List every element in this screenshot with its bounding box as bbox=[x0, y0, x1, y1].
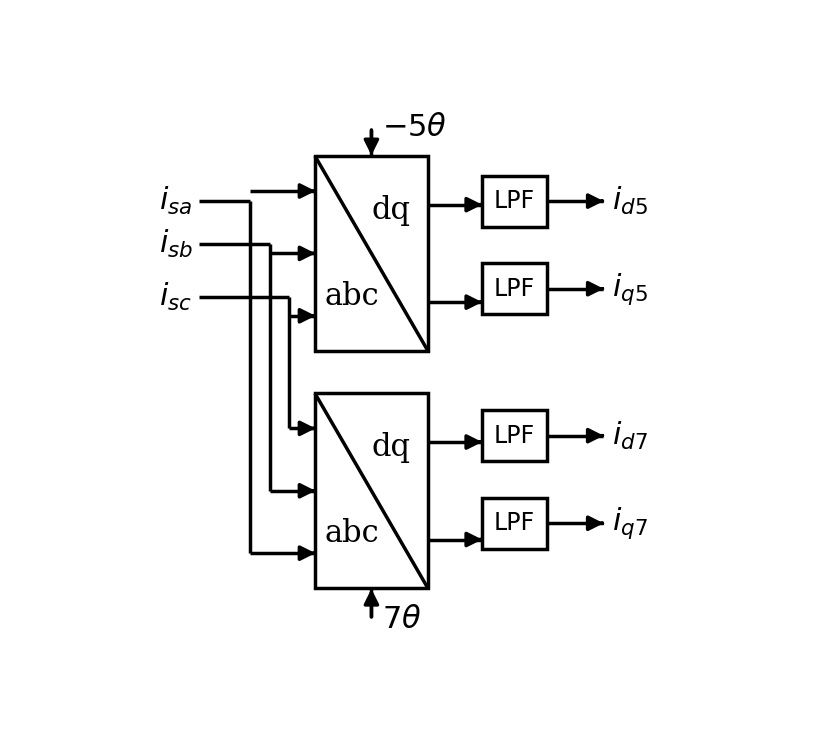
Text: dq: dq bbox=[371, 432, 410, 463]
Text: LPF: LPF bbox=[493, 189, 534, 213]
Text: $i_{q5}$: $i_{q5}$ bbox=[611, 271, 647, 307]
Bar bbox=[482, 264, 547, 314]
Bar bbox=[482, 410, 547, 461]
Text: $i_{d7}$: $i_{d7}$ bbox=[611, 420, 647, 451]
Text: LPF: LPF bbox=[493, 277, 534, 301]
Text: $i_{sc}$: $i_{sc}$ bbox=[159, 281, 193, 313]
Text: $-5\theta$: $-5\theta$ bbox=[382, 112, 447, 143]
Text: $i_{sa}$: $i_{sa}$ bbox=[159, 185, 193, 217]
Text: $i_{d5}$: $i_{d5}$ bbox=[611, 185, 647, 217]
Bar bbox=[315, 156, 428, 351]
Text: dq: dq bbox=[371, 195, 410, 226]
Bar bbox=[482, 175, 547, 227]
Bar bbox=[482, 498, 547, 549]
Bar bbox=[315, 393, 428, 588]
Text: LPF: LPF bbox=[493, 512, 534, 535]
Text: $7\theta$: $7\theta$ bbox=[382, 604, 421, 635]
Text: abc: abc bbox=[325, 281, 380, 312]
Text: $i_{sb}$: $i_{sb}$ bbox=[159, 228, 194, 260]
Text: LPF: LPF bbox=[493, 424, 534, 448]
Text: $i_{q7}$: $i_{q7}$ bbox=[611, 505, 647, 541]
Text: abc: abc bbox=[325, 518, 380, 549]
